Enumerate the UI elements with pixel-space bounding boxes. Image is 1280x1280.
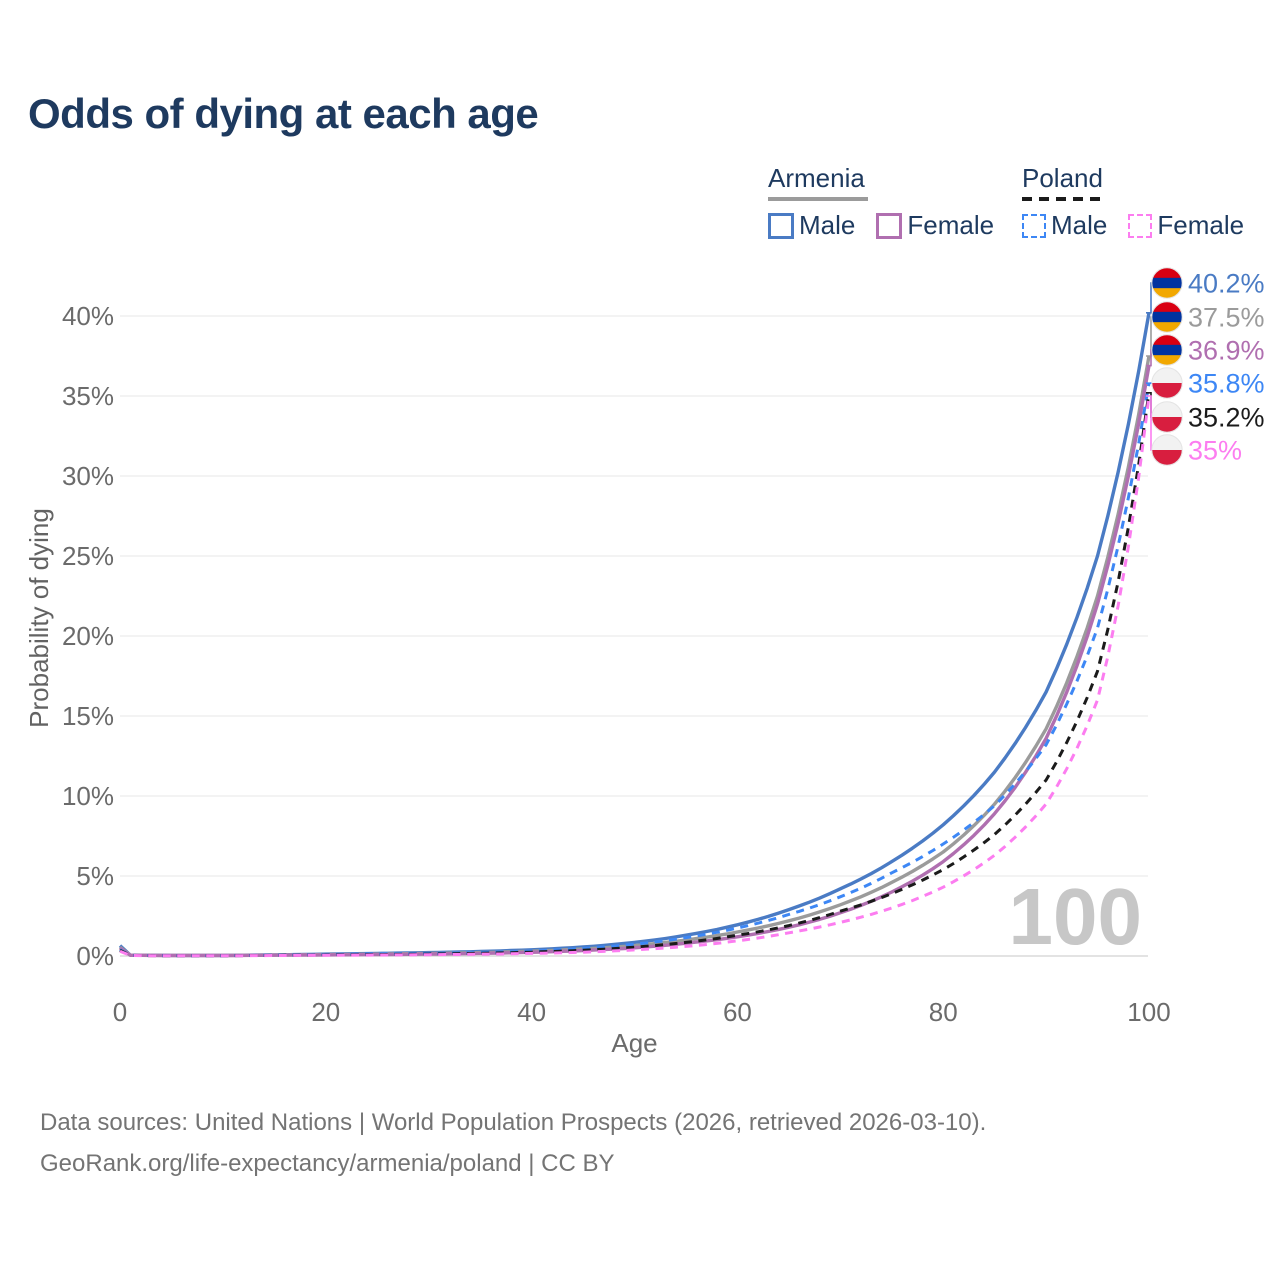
end-value-label-poland-female: 35% [1188,436,1242,466]
poland-flag-icon [1151,367,1183,399]
footer-attribution: GeoRank.org/life-expectancy/armenia/pola… [40,1150,615,1177]
y-tick-30: 30% [62,461,114,491]
flag-ring-5 [1151,434,1183,466]
end-value-label-armenia-all: 37.5% [1188,303,1265,333]
poland-male-swatch-icon [1022,213,1046,238]
end-value-label-armenia-male: 40.2% [1188,269,1265,299]
x-tick-0: 0 [113,997,127,1027]
x-tick-80: 80 [929,997,958,1027]
y-tick-25: 25% [62,541,114,571]
legend-country-armenia-label[interactable]: Armenia [768,163,865,193]
series-line-armenia-female[interactable] [119,365,1151,958]
legend-group-armenia: Armenia Male Female [768,163,1015,241]
x-axis-title: Age [611,1028,657,1058]
chart-title: Odds of dying at each age [28,90,539,137]
legend: Armenia Male Female Poland Male [0,0,1280,250]
series-line-poland-female[interactable] [119,395,1151,958]
series-line-armenia-male[interactable] [118,312,1151,958]
armenia-flag-icon [1151,301,1183,333]
legend-items-poland: Male Female [1022,210,1265,241]
legend-label-poland-female: Female [1157,210,1245,240]
legend-label-poland-male: Male [1051,210,1108,240]
flag-ring-1 [1151,301,1183,333]
flag-ring-0 [1151,267,1183,299]
y-tick-10: 10% [62,781,114,811]
series-line-armenia-all[interactable] [118,355,1151,958]
poland-female-swatch-icon [1128,213,1153,238]
end-value-label-armenia-female: 36.9% [1188,336,1265,366]
y-tick-0: 0% [76,941,114,971]
y-tick-40: 40% [62,301,114,331]
y-tick-15: 15% [62,701,114,731]
y-tick-20: 20% [62,621,114,651]
flag-ring-3 [1151,367,1183,399]
legend-item-poland-male[interactable]: Male [1022,210,1107,241]
poland-line-style-swatch [1022,197,1100,201]
legend-items-armenia: Male Female [768,210,1015,241]
footer-datasource: Data sources: United Nations | World Pop… [40,1109,987,1136]
y-axis-title: Probability of dying [24,508,54,728]
y-tick-5: 5% [76,861,114,891]
x-tick-60: 60 [723,997,752,1027]
end-value-label-poland-male: 35.8% [1188,369,1265,399]
legend-item-poland-female[interactable]: Female [1128,210,1244,241]
legend-item-armenia-male[interactable]: Male [768,210,855,241]
flag-ring-2 [1151,334,1183,366]
legend-group-poland: Poland Male Female [1022,163,1265,241]
x-tick-100: 100 [1127,997,1170,1027]
x-tick-40: 40 [517,997,546,1027]
armenia-female-swatch-icon [876,212,903,239]
legend-label-armenia-female: Female [907,210,995,240]
series-line-poland-all[interactable] [119,392,1151,958]
armenia-male-swatch-icon [768,212,794,239]
armenia-flag-icon [1151,267,1183,299]
x-tick-20: 20 [311,997,340,1027]
series-line-poland-male[interactable] [119,382,1151,958]
age-frame-watermark: 100 [1009,872,1142,961]
y-tick-35: 35% [62,381,114,411]
legend-item-armenia-female[interactable]: Female [876,210,994,241]
poland-flag-icon [1151,401,1183,433]
footer: Data sources: United Nations | World Pop… [40,1102,986,1184]
armenia-flag-icon [1151,334,1183,366]
end-value-label-poland-all: 35.2% [1188,403,1265,433]
legend-label-armenia-male: Male [799,210,856,240]
legend-country-poland-label[interactable]: Poland [1022,163,1103,193]
poland-flag-icon [1151,434,1183,466]
armenia-line-style-swatch [768,197,868,201]
